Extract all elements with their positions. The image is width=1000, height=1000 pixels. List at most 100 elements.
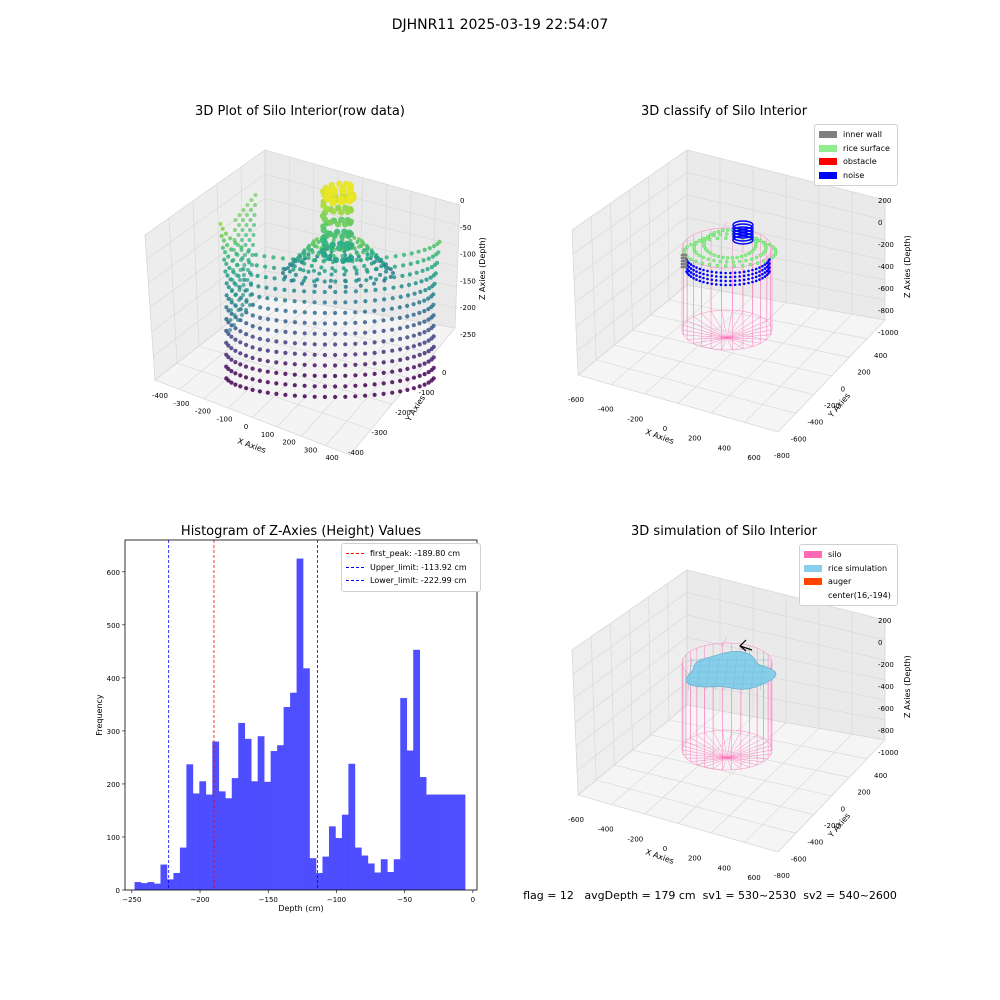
scatter-point	[372, 319, 377, 324]
scatter-point	[419, 279, 424, 284]
x-tick-label: -200	[627, 835, 643, 843]
scatter-point	[422, 382, 427, 387]
inner-wall-point	[682, 259, 686, 263]
scatter-point	[246, 268, 250, 272]
x-tick-label: 400	[718, 444, 731, 452]
x-tick-label: 600	[747, 874, 760, 882]
histogram-bar	[212, 741, 220, 890]
histogram-bar	[354, 847, 362, 890]
scatter-point	[233, 326, 238, 331]
inner-wall-point	[682, 262, 686, 266]
scatter-point	[409, 251, 414, 256]
scatter-point	[250, 324, 255, 329]
scatter-point	[381, 381, 386, 386]
scatter-point	[341, 266, 346, 271]
rice-surface-point	[715, 263, 720, 268]
grid-line	[668, 299, 868, 339]
histogram-bar	[387, 871, 395, 890]
histogram-bar	[445, 794, 453, 890]
scatter-point	[424, 277, 429, 282]
scatter-point	[274, 391, 279, 396]
noise-point	[719, 271, 723, 275]
scatter-point	[417, 384, 422, 389]
x-tick-label: −150	[259, 896, 278, 904]
silo-spoke	[701, 313, 728, 339]
scatter-point	[422, 361, 427, 366]
inner-wall-point	[684, 256, 688, 260]
x-tick-label: −50	[397, 896, 412, 904]
noise-point	[702, 276, 705, 280]
silo-spoke	[682, 745, 728, 759]
scatter-point	[240, 313, 244, 317]
noise-point	[758, 274, 761, 277]
histogram-bar	[244, 738, 252, 890]
scatter-point	[405, 345, 410, 350]
histogram-y-ticks: 0 100 200 300 400 500 600	[107, 569, 125, 895]
rice-surface-point	[718, 232, 722, 237]
scatter-point	[363, 383, 368, 388]
noise-point	[751, 276, 754, 280]
scatter-point	[250, 345, 255, 350]
scatter-point	[229, 308, 233, 312]
scatter-point	[243, 353, 249, 358]
histogram-bar	[309, 858, 317, 890]
histogram-bar	[361, 855, 369, 890]
rice-surface-point	[724, 236, 728, 240]
x-tick-label: 0	[663, 425, 667, 433]
histogram-bar	[316, 873, 323, 890]
z-tick-label: -100	[460, 251, 476, 259]
scatter-point	[328, 278, 333, 283]
scatter-point	[274, 318, 279, 323]
noise-point	[733, 283, 737, 287]
rice-mesh-line	[732, 657, 738, 691]
scatter-point	[302, 394, 307, 399]
scatter-point	[281, 271, 285, 275]
noise-point	[758, 270, 761, 273]
y-tick-label: -200	[395, 409, 411, 417]
noise-point	[702, 280, 705, 284]
scatter-point	[398, 347, 403, 352]
noise-point	[768, 262, 771, 265]
x-tick-label: 200	[282, 439, 295, 447]
noise-ring	[732, 232, 754, 242]
scatter-point	[412, 291, 417, 296]
scatter-point	[418, 289, 423, 294]
plot4-z-ticks: 200 0 -200 -400 -600 -800 -1000	[878, 617, 898, 757]
inner-wall-point	[680, 253, 684, 257]
silo-spoke	[690, 738, 728, 759]
scatter-point	[332, 256, 340, 263]
rice-surface-point	[715, 236, 720, 241]
scatter-point	[292, 351, 297, 356]
z-tick-label: -200	[878, 661, 894, 669]
scatter-point	[250, 253, 255, 257]
x-tick-label: -400	[152, 392, 168, 400]
noise-point	[710, 282, 714, 286]
scatter-point	[257, 347, 262, 352]
noise-point	[715, 279, 718, 282]
scatter-point	[353, 289, 358, 294]
scatter-point	[397, 305, 402, 310]
noise-point	[695, 278, 698, 281]
silo-spoke	[683, 334, 728, 339]
scatter-point	[257, 368, 262, 373]
noise-point	[758, 278, 761, 281]
scatter-point	[219, 233, 224, 238]
scatter-point	[312, 310, 317, 315]
scatter-point	[226, 366, 231, 371]
scatter-point	[417, 373, 422, 378]
y-tick-label: 0	[841, 385, 845, 393]
silo-spoke	[726, 753, 772, 759]
scatter-point	[310, 250, 315, 255]
silo-spoke	[721, 310, 728, 339]
scatter-point	[384, 255, 389, 260]
noise-point	[742, 270, 746, 274]
scatter-point	[317, 271, 322, 276]
rice-surface-point	[739, 254, 744, 259]
noise-point	[689, 263, 693, 266]
scatter-point	[355, 252, 360, 256]
scatter-point	[312, 363, 317, 368]
rice-surface-point	[725, 228, 730, 232]
scatter-point	[224, 261, 229, 266]
silo-spoke	[726, 337, 753, 347]
grid-line	[148, 198, 459, 284]
